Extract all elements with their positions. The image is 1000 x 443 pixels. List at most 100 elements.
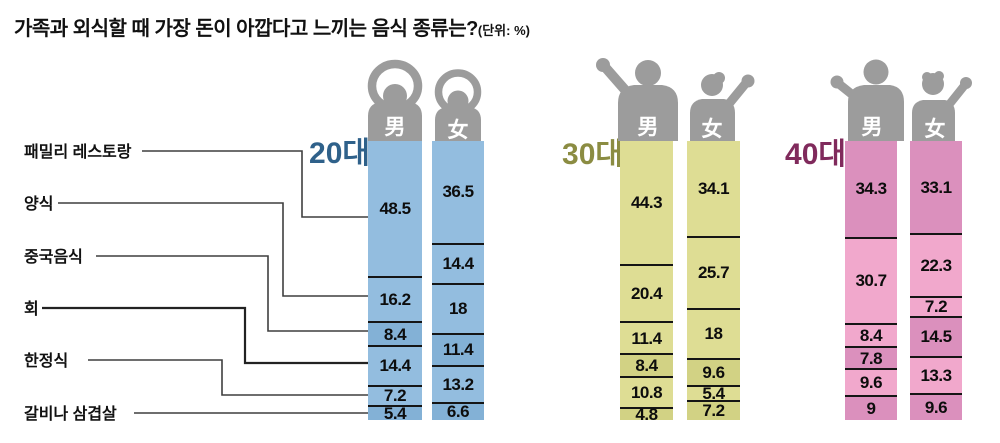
bar-segment: 8.4 [368,321,422,345]
bar-segment: 7.2 [910,295,962,317]
bar-segment: 36.5 [432,141,484,243]
segment-value: 7.2 [702,401,725,421]
segment-value: 9.6 [859,372,883,392]
figures-40s: 男 女 [830,59,972,141]
chart-title: 가족과 외식할 때 가장 돈이 아깝다고 느끼는 음식 종류는?(단위: %) [14,12,530,41]
bar-segment: 6.6 [432,401,484,422]
bar-segment: 7.2 [368,384,422,406]
male-torso [368,102,422,141]
segment-value: 7.2 [924,297,948,317]
segment-value: 20.4 [630,284,663,304]
bar-segment: 16.2 [368,276,422,322]
female-silhouette-40s [912,71,972,141]
female-silhouette-20s [434,69,482,141]
bar-segment: 33.1 [910,141,962,234]
segment-value: 6.6 [446,402,470,422]
connector-line-raw-fish [42,306,368,365]
segment-value: 8.4 [635,356,658,376]
figures-30s: 男 女 [596,58,755,141]
segment-value: 5.4 [383,403,407,423]
category-label-korean-set-meal: 한정식 [24,353,69,370]
female-fist [960,77,972,89]
segment-value: 48.5 [379,199,411,219]
female-gender-label: 女 [448,118,469,141]
segment-value: 14.4 [442,254,474,274]
bar-segment: 5.4 [368,403,422,423]
bar-segment: 14.5 [910,315,962,357]
segment-value: 14.4 [379,356,411,376]
segment-value: 34.3 [855,179,887,199]
age-group-label-30s: 30대 [562,138,623,171]
male-fist [830,75,844,89]
connector-line-chinese-food [96,255,368,332]
male-torso [848,85,904,141]
female-silhouette-30s [690,72,755,141]
male-head [635,60,661,86]
figures-20s: 男 女 [367,59,482,141]
bar-segment: 13.2 [432,364,484,402]
male-gender-label: 男 [638,116,659,139]
bar-segment: 9.6 [845,367,897,395]
connector-line-family-restaurant [142,150,368,218]
segment-value: 18 [449,299,467,319]
segment-value: 7.2 [383,386,407,406]
segment-value: 36.5 [442,182,474,202]
segment-value: 7.8 [859,348,883,368]
bar-segment: 11.4 [620,321,673,354]
segment-value: 30.7 [855,271,887,291]
segment-value: 9 [866,398,876,418]
bar-segment: 9.6 [910,393,962,420]
stacked-bar-30s-female: 34.1 25.7 18 9.6 5.4 7.2 [687,141,740,420]
female-hair-right [934,71,944,81]
bar-segment: 18 [687,307,740,359]
category-label-raw-fish: 회 [24,301,39,318]
bar-segment: 9.6 [687,358,740,385]
segment-value: 16.2 [379,290,411,310]
female-raised-arm [943,81,969,111]
segment-value: 11.4 [631,328,662,348]
segment-value: 4.8 [635,404,658,424]
segment-value: 11.4 [442,340,474,360]
category-label-chinese-food: 중국음식 [24,249,83,266]
segment-value: 44.3 [630,193,663,213]
bar-segment: 34.1 [687,141,740,237]
bar-segment: 10.8 [620,376,673,407]
bar-segment: 8.4 [845,322,897,347]
category-label-family-restaurant: 패밀리 레스토랑 [24,144,132,161]
connector-line-korean-set-meal [88,359,368,396]
bar-segment: 4.8 [620,404,673,424]
stacked-bar-30s-male: 44.3 20.4 11.4 8.4 10.8 4.8 [620,141,673,424]
bar-segment: 7.8 [845,346,897,368]
female-hair [713,72,725,84]
bar-segment: 30.7 [845,236,897,323]
age-group-label-20s: 20대 [309,137,370,170]
connector-line-western-food [58,202,368,297]
bar-segment: 22.3 [910,233,962,296]
male-gender-label: 男 [385,116,406,139]
female-head [447,90,469,112]
segment-value: 9.6 [702,362,725,382]
age-group-label-40s: 40대 [785,138,846,171]
bar-segment: 25.7 [687,236,740,308]
segment-value: 18 [704,324,723,344]
female-torso [690,99,735,141]
bar-segment: 14.4 [432,242,484,283]
female-raised-arm [723,78,751,110]
male-head [863,59,889,85]
segment-value: 8.4 [859,325,883,345]
bar-segment: 34.3 [845,141,897,237]
bar-segment: 44.3 [620,141,673,265]
bar-segment: 18 [432,282,484,333]
stacked-bar-40s-male: 34.3 30.7 8.4 7.8 9.6 9 [845,141,897,420]
chart-title-text: 가족과 외식할 때 가장 돈이 아깝다고 느끼는 음식 종류는? [14,18,478,40]
male-silhouette-30s [596,58,678,141]
male-fist [596,58,610,72]
female-hair-left [922,72,932,82]
bar-segment: 14.4 [368,344,422,385]
category-label-western-food: 양식 [24,196,54,213]
female-gender-label: 女 [925,117,946,141]
chart-unit-label: (단위: %) [477,23,530,38]
stacked-bar-20s-female: 36.5 14.4 18 11.4 13.2 6.6 [432,141,484,420]
